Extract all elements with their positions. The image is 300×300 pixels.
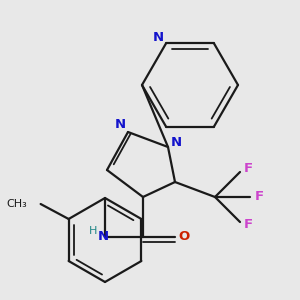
Text: F: F — [243, 218, 253, 232]
Text: N: N — [98, 230, 109, 244]
Text: F: F — [254, 190, 264, 203]
Text: N: N — [152, 31, 164, 44]
Text: H: H — [89, 226, 97, 236]
Text: CH₃: CH₃ — [6, 199, 27, 209]
Text: N: N — [170, 136, 182, 148]
Text: O: O — [178, 230, 190, 244]
Text: N: N — [114, 118, 126, 130]
Text: F: F — [243, 163, 253, 176]
